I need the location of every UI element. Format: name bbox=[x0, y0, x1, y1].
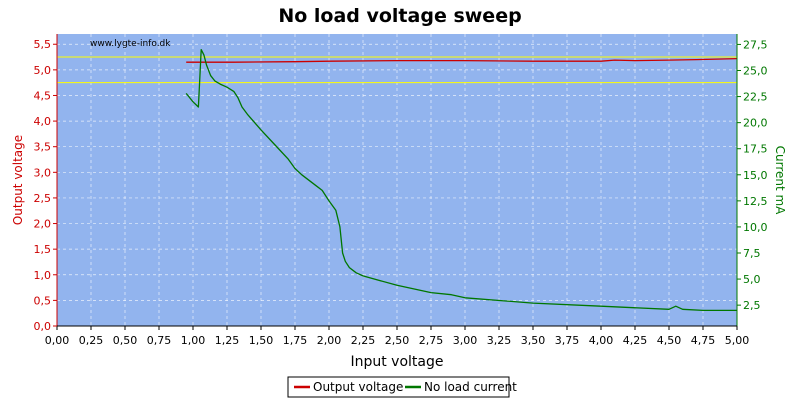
left-y-tick-label: 1,0 bbox=[34, 269, 52, 282]
left-y-tick-label: 4,5 bbox=[34, 89, 52, 102]
data-series bbox=[185, 48, 738, 312]
right-y-tick-label: 22,5 bbox=[743, 91, 768, 104]
left-y-tick-label: 5,5 bbox=[34, 38, 52, 51]
left-y-tick-labels: 0,0 0,5 1,0 1,5 2,0 2,5 3,0 3,5 4,0 4,5 5,0 5,5 bbox=[34, 38, 52, 333]
right-y-axis-label: Current mA bbox=[773, 146, 787, 216]
chart-title: No load voltage sweep bbox=[278, 5, 521, 27]
grid-lines bbox=[56, 34, 738, 327]
left-y-tick-label: 2,5 bbox=[34, 192, 52, 205]
left-y-tick-label: 4,0 bbox=[34, 115, 52, 128]
watermark: www.lygte-info.dk bbox=[90, 39, 171, 49]
x-tick-label: 4,25 bbox=[623, 334, 648, 347]
right-y-tick-label: 17,5 bbox=[743, 143, 768, 156]
right-y-tick-label: 25,0 bbox=[743, 65, 768, 78]
x-tick-label: 0,25 bbox=[79, 334, 104, 347]
left-y-tick-label: 5,0 bbox=[34, 64, 52, 77]
x-tick-label: 0,00 bbox=[45, 334, 70, 347]
left-y-tick-label: 0,0 bbox=[34, 320, 52, 333]
x-tick-label: 0,50 bbox=[113, 334, 138, 347]
x-tick-label: 0,75 bbox=[147, 334, 172, 347]
x-tick-label: 2,50 bbox=[385, 334, 410, 347]
left-y-tick-label: 3,0 bbox=[34, 166, 52, 179]
right-y-tick-label: 15,0 bbox=[743, 169, 768, 182]
axes bbox=[53, 34, 741, 330]
right-y-tick-labels: 2,5 5,0 7,5 10,0 12,5 15,0 17,5 20,0 22,5 25,0 27,… bbox=[743, 38, 768, 312]
legend: Output voltage No load current bbox=[287, 376, 517, 398]
x-tick-label: 1,00 bbox=[181, 334, 206, 347]
x-tick-label: 1,25 bbox=[215, 334, 240, 347]
right-y-tick-label: 5,0 bbox=[743, 273, 761, 286]
x-tick-labels: 0,00 0,25 0,50 0,75 1,00 1,25 1,50 1,75 2,00 2,25… bbox=[45, 334, 750, 347]
legend-label: No load current bbox=[424, 380, 517, 394]
x-tick-label: 2,75 bbox=[419, 334, 444, 347]
x-axis-label: Input voltage bbox=[350, 354, 443, 370]
legend-box bbox=[287, 376, 510, 398]
left-y-axis-label: Output voltage bbox=[11, 135, 25, 225]
left-y-tick-label: 1,5 bbox=[34, 243, 52, 256]
right-y-tick-label: 12,5 bbox=[743, 195, 768, 208]
right-y-tick-label: 2,5 bbox=[743, 299, 761, 312]
reference-lines bbox=[57, 56, 737, 84]
legend-label: Output voltage bbox=[313, 380, 403, 394]
x-tick-label: 4,50 bbox=[657, 334, 682, 347]
x-tick-label: 2,00 bbox=[317, 334, 342, 347]
left-y-tick-label: 2,0 bbox=[34, 218, 52, 231]
right-y-tick-label: 20,0 bbox=[743, 117, 768, 130]
x-tick-label: 4,00 bbox=[589, 334, 614, 347]
output-voltage-line bbox=[186, 57, 738, 63]
no-load-current-line bbox=[185, 48, 737, 312]
left-y-tick-label: 0,5 bbox=[34, 294, 52, 307]
right-y-tick-label: 10,0 bbox=[743, 221, 768, 234]
right-y-tick-label: 27,5 bbox=[743, 38, 768, 51]
x-tick-label: 3,25 bbox=[487, 334, 512, 347]
x-tick-label: 3,00 bbox=[453, 334, 478, 347]
x-tick-label: 2,25 bbox=[351, 334, 376, 347]
x-tick-label: 5,00 bbox=[725, 334, 750, 347]
x-tick-label: 1,50 bbox=[249, 334, 274, 347]
x-tick-label: 3,75 bbox=[555, 334, 580, 347]
left-y-tick-label: 3,5 bbox=[34, 141, 52, 154]
x-tick-label: 4,75 bbox=[691, 334, 716, 347]
x-tick-label: 3,50 bbox=[521, 334, 546, 347]
x-tick-label: 1,75 bbox=[283, 334, 308, 347]
right-y-tick-label: 7,5 bbox=[743, 247, 761, 260]
